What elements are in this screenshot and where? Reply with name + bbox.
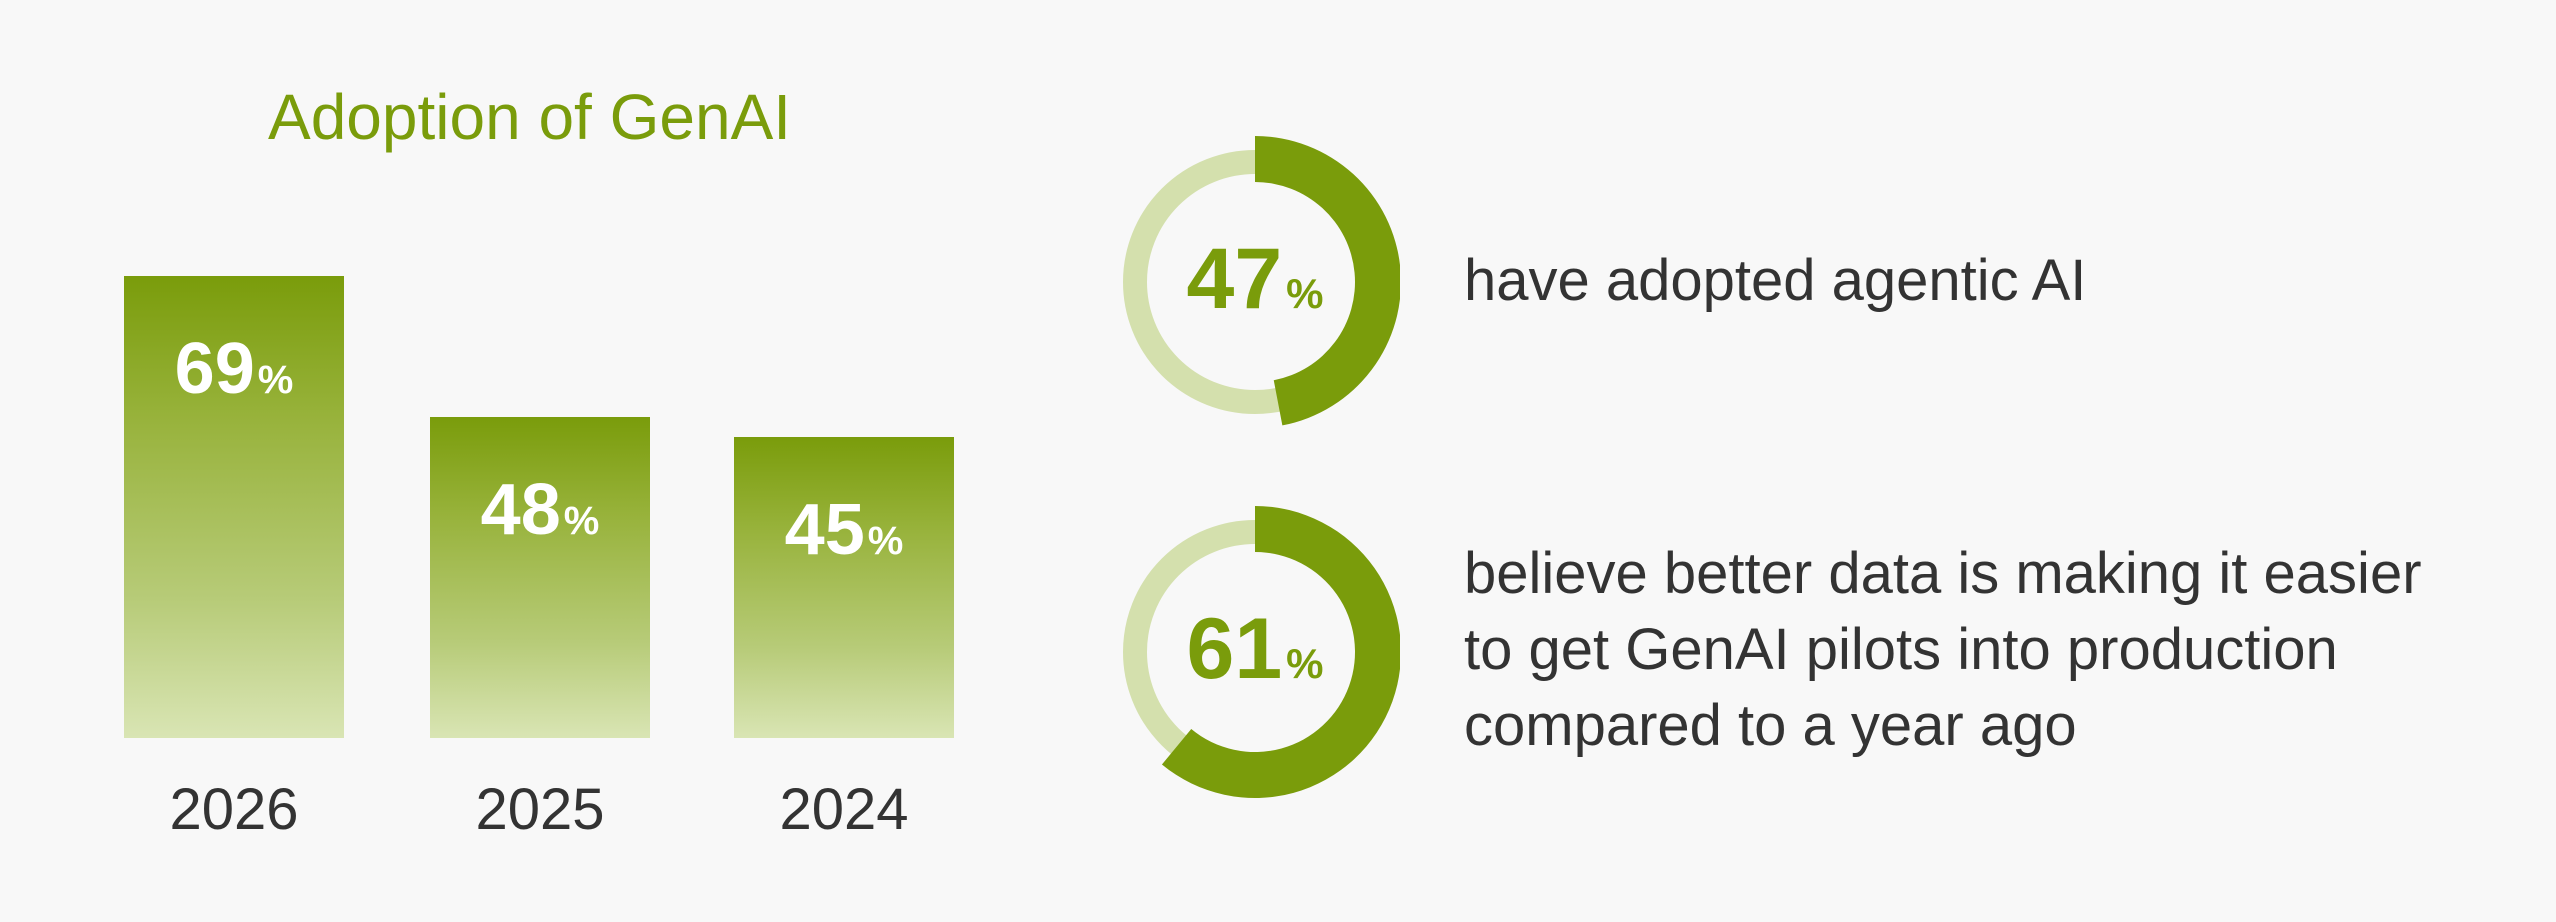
stat-line: compared to a year ago <box>1464 693 2077 758</box>
x-tick-label: 2025 <box>475 777 605 842</box>
x-tick-label: 2024 <box>779 777 909 842</box>
stat-description-agentic: have adopted agentic AI <box>1464 243 2086 319</box>
donut-chart-agentic: 47% <box>1110 132 1400 432</box>
bar-2025: 48% <box>430 416 650 738</box>
donut-value: 47% <box>1186 231 1324 327</box>
donut-value: 61% <box>1186 601 1324 697</box>
stat-line: to get GenAI pilots into production <box>1464 617 2338 682</box>
bar-value-label: 45% <box>784 489 904 570</box>
x-tick-label: 2026 <box>169 777 299 842</box>
donut-value-arc <box>1255 136 1400 426</box>
donut-value-arc <box>1161 506 1400 798</box>
bar-2026: 69% <box>124 276 344 738</box>
chart-title: Adoption of GenAI <box>268 81 792 153</box>
stat-description-data-quality: believe better data is making it easier … <box>1464 536 2422 764</box>
donut-chart-data-quality: 61% <box>1110 502 1400 802</box>
bar-value-label: 69% <box>174 329 294 409</box>
stat-line: have adopted agentic AI <box>1464 248 2087 313</box>
bar-2024: 45% <box>734 436 954 738</box>
stat-line: believe better data is making it easier <box>1464 541 2422 606</box>
bar-value-label: 48% <box>480 469 600 550</box>
